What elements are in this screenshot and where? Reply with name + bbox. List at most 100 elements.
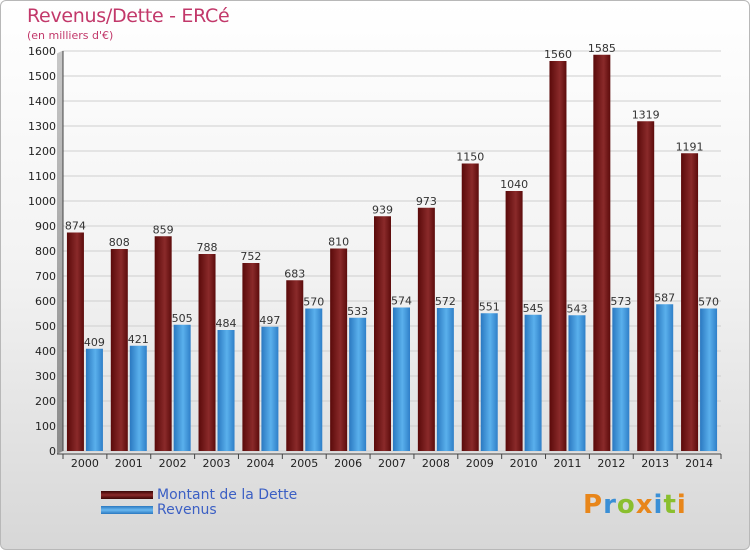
bar-revenue <box>612 307 630 451</box>
x-tick-label: 2002 <box>159 457 187 470</box>
bar-revenue <box>480 313 498 451</box>
data-label-revenue: 484 <box>216 317 237 330</box>
bar-debt <box>66 232 84 451</box>
bar-revenue <box>436 308 454 451</box>
data-label-revenue: 545 <box>523 302 544 315</box>
legend-label-revenue: Revenus <box>157 502 217 518</box>
x-tick-label: 2004 <box>246 457 274 470</box>
proxiti-logo: Proxiti <box>583 490 687 520</box>
data-label-debt: 810 <box>328 236 349 249</box>
chart-title: Revenus/Dette - ERCé <box>27 5 230 27</box>
data-label-revenue: 574 <box>391 295 412 308</box>
y-tick-label: 100 <box>35 420 56 433</box>
data-label-revenue: 573 <box>610 295 631 308</box>
data-label-revenue: 421 <box>128 333 149 346</box>
bar-debt <box>330 248 348 451</box>
data-label-debt: 1150 <box>456 151 484 164</box>
logo-letter: P <box>583 490 604 520</box>
bar-debt <box>505 191 523 451</box>
bar-debt <box>154 236 172 451</box>
x-tick-label: 2010 <box>510 457 538 470</box>
logo-letter: i <box>676 490 687 520</box>
y-tick-label: 1300 <box>28 120 56 133</box>
data-labels: 874 409 808 421 859 505 788 484 752 497 683 570 810 5… <box>65 42 719 349</box>
y-tick-label: 1000 <box>28 195 56 208</box>
bar-revenue <box>393 307 410 451</box>
logo-letter: o <box>616 490 636 520</box>
data-label-debt: 808 <box>109 236 130 249</box>
legend-label-debt: Montant de la Dette <box>157 487 298 503</box>
data-label-revenue: 572 <box>435 295 456 308</box>
bar-debt <box>461 163 479 451</box>
bar-revenue <box>656 304 674 451</box>
x-tick-label: 2005 <box>290 457 318 470</box>
bar-revenue <box>173 324 191 451</box>
x-tick-label: 2008 <box>422 457 450 470</box>
data-label-debt: 859 <box>153 223 174 236</box>
logo-letter: i <box>653 490 664 520</box>
x-tick-label: 2011 <box>553 457 581 470</box>
y-tick-label: 200 <box>35 395 56 408</box>
bar-debt <box>110 249 128 451</box>
bar-debt <box>198 254 216 451</box>
y-tick-label: 1400 <box>28 95 56 108</box>
logo-letter: r <box>603 490 617 520</box>
data-label-revenue: 409 <box>84 336 105 349</box>
x-tick-label: 2003 <box>203 457 231 470</box>
bar-revenue <box>700 308 718 451</box>
bar-revenue <box>129 345 147 451</box>
bar-revenue <box>217 330 235 451</box>
data-label-debt: 683 <box>284 267 305 280</box>
data-label-debt: 1040 <box>500 178 528 191</box>
y-tick-label: 1100 <box>28 170 56 183</box>
chart-subtitle: (en milliers d'€) <box>27 29 114 42</box>
x-tick-label: 2009 <box>466 457 494 470</box>
axes: 0 100 200 300 400 500 600 700 800 900 1000 1100 1200… <box>28 45 722 470</box>
bar-debt <box>637 121 655 451</box>
data-label-debt: 788 <box>197 241 218 254</box>
x-tick-label: 2000 <box>71 457 99 470</box>
data-label-revenue: 551 <box>479 300 500 313</box>
bar-debt <box>549 61 567 451</box>
bar-revenue <box>305 308 323 451</box>
data-label-debt: 1585 <box>588 42 616 55</box>
data-label-debt: 1560 <box>544 48 572 61</box>
bar-debt <box>593 54 611 451</box>
y-tick-label: 700 <box>35 270 56 283</box>
data-label-debt: 1191 <box>676 140 704 153</box>
y-tick-label: 600 <box>35 295 56 308</box>
x-tick-label: 2014 <box>685 457 713 470</box>
x-tick-label: 2006 <box>334 457 362 470</box>
data-label-debt: 752 <box>240 250 261 263</box>
bar-revenue <box>568 315 586 451</box>
bar-revenue <box>524 314 542 451</box>
y-tick-label: 1600 <box>28 45 56 58</box>
y-tick-label: 500 <box>35 320 56 333</box>
x-tick-label: 2007 <box>378 457 406 470</box>
bar-debt <box>374 216 391 451</box>
y-tick-label: 800 <box>35 245 56 258</box>
y-tick-label: 1500 <box>28 70 56 83</box>
y-tick-label: 300 <box>35 370 56 383</box>
bar-revenue <box>349 317 367 451</box>
bar-debt <box>286 280 304 451</box>
data-label-revenue: 533 <box>347 305 368 318</box>
data-label-revenue: 570 <box>303 296 324 309</box>
y-tick-label: 1200 <box>28 145 56 158</box>
legend-item-debt: Montant de la Dette <box>101 487 297 503</box>
x-tick-label: 2012 <box>597 457 625 470</box>
data-label-debt: 1319 <box>632 108 660 121</box>
data-label-revenue: 543 <box>566 302 587 315</box>
data-label-revenue: 587 <box>654 291 675 304</box>
x-tick-label: 2001 <box>115 457 143 470</box>
bars <box>66 54 718 451</box>
data-label-debt: 874 <box>65 220 86 233</box>
data-label-revenue: 497 <box>259 314 280 327</box>
data-label-revenue: 570 <box>698 296 719 309</box>
legend-item-revenue: Revenus <box>101 502 217 518</box>
bar-debt <box>681 153 699 451</box>
bar-debt <box>242 263 260 451</box>
y-tick-label: 0 <box>49 445 56 458</box>
